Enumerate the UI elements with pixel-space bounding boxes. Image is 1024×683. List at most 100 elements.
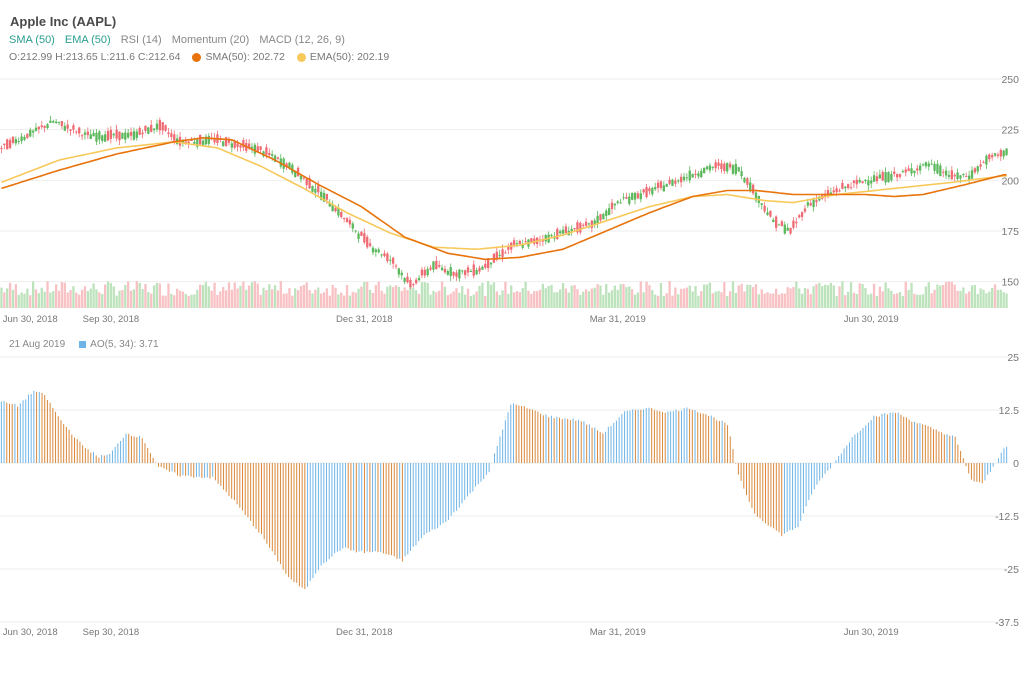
ao-y-tick-label: -37.5: [995, 617, 1019, 629]
candle-body: [121, 132, 124, 139]
main-y-tick-label: 250: [1001, 74, 1019, 86]
volume-bar: [890, 290, 893, 308]
candle-body: [734, 163, 737, 174]
candle-body: [26, 133, 29, 138]
volume-bar: [720, 292, 723, 308]
volume-bar: [311, 293, 314, 308]
candle-body: [345, 218, 349, 223]
indicator-toggle-0[interactable]: SMA (50): [9, 34, 55, 46]
candle-body: [921, 164, 925, 166]
candle-body: [950, 170, 953, 180]
candle-body: [907, 168, 910, 172]
candle-body: [959, 175, 962, 179]
candle-body: [783, 224, 786, 234]
volume-bar: [679, 288, 683, 308]
candle-body: [648, 188, 651, 192]
volume-bar: [0, 287, 3, 308]
volume-bar: [115, 295, 118, 308]
indicator-toggle-2[interactable]: RSI (14): [120, 34, 162, 46]
volume-bar: [939, 285, 942, 308]
candle-body: [288, 162, 291, 169]
volume-bar: [489, 284, 493, 308]
volume-bar: [181, 291, 185, 308]
candle-body: [380, 254, 383, 256]
candle-body: [426, 269, 429, 276]
volume-bar: [633, 294, 637, 308]
candle-body: [6, 139, 9, 150]
volume-bar: [452, 291, 455, 308]
ao-x-tick-label: Sep 30, 2018: [83, 627, 140, 638]
volume-bar: [530, 293, 533, 308]
candle-body: [760, 203, 763, 205]
indicator-toggle-1[interactable]: EMA (50): [64, 34, 111, 46]
candle-body: [749, 182, 752, 192]
indicator-toggle-4[interactable]: MACD (12, 26, 9): [259, 34, 345, 46]
volume-bar: [443, 286, 447, 308]
candle-body: [227, 139, 231, 143]
volume-bar: [749, 284, 752, 308]
volume-bar: [374, 285, 377, 308]
volume-bar: [996, 289, 1000, 308]
candle-body: [864, 179, 867, 182]
volume-bar: [769, 293, 772, 308]
volume-bar: [763, 293, 766, 308]
candle-body: [440, 267, 444, 270]
candle-body: [412, 284, 415, 286]
indicator-toggle-3[interactable]: Momentum (20): [171, 34, 250, 46]
volume-bar: [253, 281, 257, 308]
volume-bar: [829, 282, 833, 308]
candle-body: [259, 146, 262, 150]
ao-x-tick-label: Mar 31, 2019: [590, 627, 646, 638]
candle-body: [973, 168, 977, 173]
candle-body: [786, 227, 789, 231]
candle-body: [443, 268, 447, 273]
candle-body: [377, 249, 380, 253]
volume-bar: [844, 295, 847, 308]
volume-bar: [279, 281, 282, 308]
candle-body: [953, 174, 956, 177]
volume-bar: [944, 282, 948, 308]
candle-body: [173, 134, 176, 141]
candle-body: [855, 179, 858, 185]
volume-bar: [518, 292, 521, 308]
volume-bar: [463, 294, 467, 308]
candle-body: [75, 131, 78, 133]
candle-body: [674, 180, 677, 184]
candle-body: [893, 171, 896, 174]
volume-bar: [420, 282, 424, 308]
candle-body: [141, 132, 144, 135]
volume-bar: [927, 282, 930, 308]
candle-body: [625, 196, 628, 199]
candle-body: [498, 254, 501, 256]
volume-bar: [285, 293, 288, 308]
candle-body: [170, 133, 173, 138]
volume-bar: [777, 294, 781, 308]
candle-body: [999, 149, 1002, 157]
volume-bar: [867, 294, 870, 308]
candle-body: [95, 132, 98, 142]
candle-body: [754, 192, 758, 201]
candle-body: [106, 131, 110, 141]
candle-body: [230, 143, 233, 148]
candle-body: [944, 170, 948, 176]
candle-body: [150, 124, 153, 132]
candle-body: [872, 175, 876, 182]
ao-y-tick-label: 12.5: [999, 405, 1020, 417]
candle-body: [559, 231, 562, 234]
volume-bar: [815, 284, 818, 308]
main-x-tick-label: Sep 30, 2018: [83, 314, 140, 325]
volume-bar: [708, 282, 712, 308]
candle-body: [239, 145, 242, 148]
volume-bar: [596, 284, 599, 308]
candle-body: [466, 267, 470, 273]
volume-bar: [173, 295, 176, 308]
candle-body: [901, 171, 905, 173]
volume-bar: [584, 289, 588, 308]
volume-bar: [492, 282, 496, 308]
candle-body: [371, 247, 375, 253]
candle-body: [530, 238, 533, 243]
volume-bar: [458, 292, 461, 308]
candle-body: [374, 249, 377, 253]
candle-body: [190, 140, 193, 142]
